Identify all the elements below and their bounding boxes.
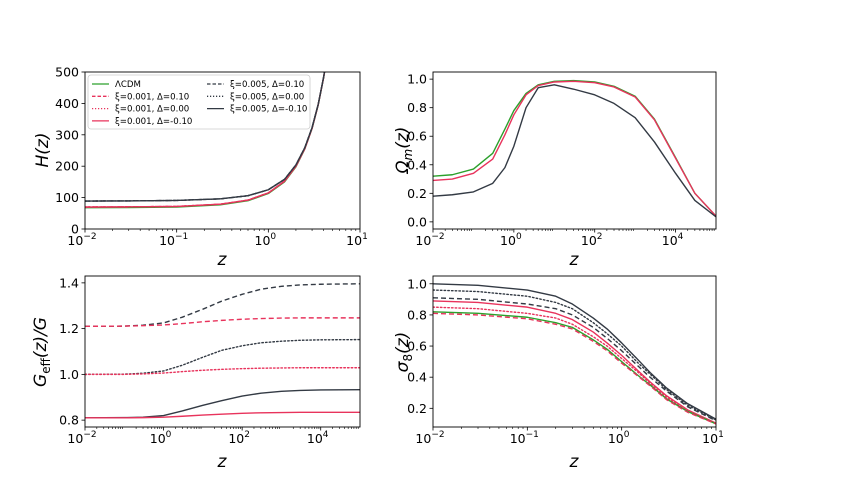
series-line-Omega-0 [433, 79, 716, 217]
y-tick-label: 1.0 [59, 367, 79, 382]
y-tick-label: 0 [71, 222, 79, 237]
plot-frame [432, 71, 717, 230]
x-tick-label: 10−2 [415, 430, 444, 446]
series-line-sigma8-1 [433, 289, 716, 421]
y-tick-label: 0.2 [407, 401, 427, 416]
series-line-sigma8-4 [433, 306, 716, 425]
y-tick-label: 0.4 [407, 370, 427, 385]
y-axis-label: H(z) [33, 133, 53, 168]
series-line-Geff-5 [85, 411, 360, 419]
x-tick-label: 10−1 [159, 232, 188, 248]
plot-frame [432, 275, 717, 428]
y-tick-label: 500 [55, 65, 79, 80]
series-line-H-6 [85, 72, 326, 202]
legend-label: ξ=0.005, Δ=0.10 [230, 80, 304, 90]
legend: ΛCDM ξ=0.001, Δ=0.10 ξ=0.001, Δ=0.00 ξ=0.00… [87, 74, 311, 130]
legend-label: ξ=0.005, Δ=-0.10 [230, 105, 307, 115]
x-axis-label: z [217, 250, 228, 270]
y-tick-label: 0.8 [407, 100, 427, 115]
x-tick-label: 100 [500, 232, 522, 248]
series-line-Omega-2 [433, 84, 716, 218]
legend-label: ξ=0.001, Δ=0.10 [115, 92, 189, 102]
y-tick-label: 0.8 [59, 413, 79, 428]
y-tick-label: 0.2 [407, 186, 427, 201]
series-line-Geff-3 [85, 367, 360, 376]
y-tick-label: 0.0 [407, 214, 427, 229]
panel-Geff: 10−2 100 102 104 0.8 1.0 1.2 1.4 z Geff(z)/G [31, 275, 361, 472]
y-tick-label: 0.6 [407, 339, 427, 354]
x-tick-label: 10−1 [510, 430, 539, 446]
y-tick-label: 300 [55, 127, 79, 142]
x-tick-label: 102 [581, 232, 603, 248]
y-tick-label: 400 [55, 96, 79, 111]
series-line-sigma8-0 [433, 283, 716, 420]
y-axis-label: Geff(z)/G [31, 317, 53, 387]
y-tick-label: 0.8 [407, 307, 427, 322]
x-tick-label: 100 [255, 232, 277, 248]
panel-Omega: 10−2 100 102 104 0.0 0.2 0.4 0.6 0.8 1.0 z Ωm(z) [393, 71, 717, 270]
panel-sigma8: 10−2 10−1 100 101 0.2 0.4 0.6 0.8 1.0 z σ8(z) [393, 275, 724, 472]
series-line-Omega-1 [433, 80, 716, 217]
y-tick-label: 200 [55, 159, 79, 174]
legend-label: ξ=0.001, Δ=0.00 [115, 105, 189, 115]
y-axis-label: Ωm(z) [393, 127, 415, 175]
x-tick-label: 104 [307, 430, 329, 446]
series-line-sigma8-6 [433, 312, 716, 425]
series-line-Geff-2 [85, 338, 360, 376]
y-tick-label: 1.0 [407, 72, 427, 87]
x-axis-label: z [569, 452, 580, 472]
x-tick-label: 10−2 [67, 232, 96, 248]
panel-H: 10−2 10−1 100 101 0 100 200 300 400 500 z H(z) [33, 65, 368, 271]
legend-box [87, 74, 311, 130]
plot-frame [84, 275, 361, 428]
y-axis-label: σ8(z) [393, 332, 415, 373]
series-line-sigma8-5 [433, 311, 716, 425]
x-tick-label: 10−2 [415, 232, 444, 248]
legend-label: ξ=0.005, Δ=0.00 [230, 92, 304, 102]
y-tick-label: 100 [55, 190, 79, 205]
series-line-sigma8-3 [433, 300, 716, 424]
x-axis-label: z [217, 452, 228, 472]
x-axis-label: z [569, 250, 580, 270]
plot-frame [84, 71, 361, 230]
legend-label: ΛCDM [115, 80, 141, 90]
x-tick-label: 101 [702, 430, 724, 446]
y-tick-label: 0.4 [407, 157, 427, 172]
x-tick-label: 104 [662, 232, 684, 248]
y-tick-label: 1.0 [407, 276, 427, 291]
x-tick-label: 101 [346, 232, 368, 248]
series-line-Geff-1 [85, 317, 360, 328]
y-tick-label: 1.4 [59, 275, 79, 290]
legend-label: ξ=0.001, Δ=-0.10 [115, 117, 192, 127]
y-tick-label: 1.2 [59, 321, 79, 336]
y-tick-label: 0.6 [407, 129, 427, 144]
x-tick-label: 100 [608, 430, 630, 446]
x-tick-label: 10−2 [67, 430, 96, 446]
x-tick-label: 102 [228, 430, 250, 446]
x-tick-label: 100 [150, 430, 172, 446]
